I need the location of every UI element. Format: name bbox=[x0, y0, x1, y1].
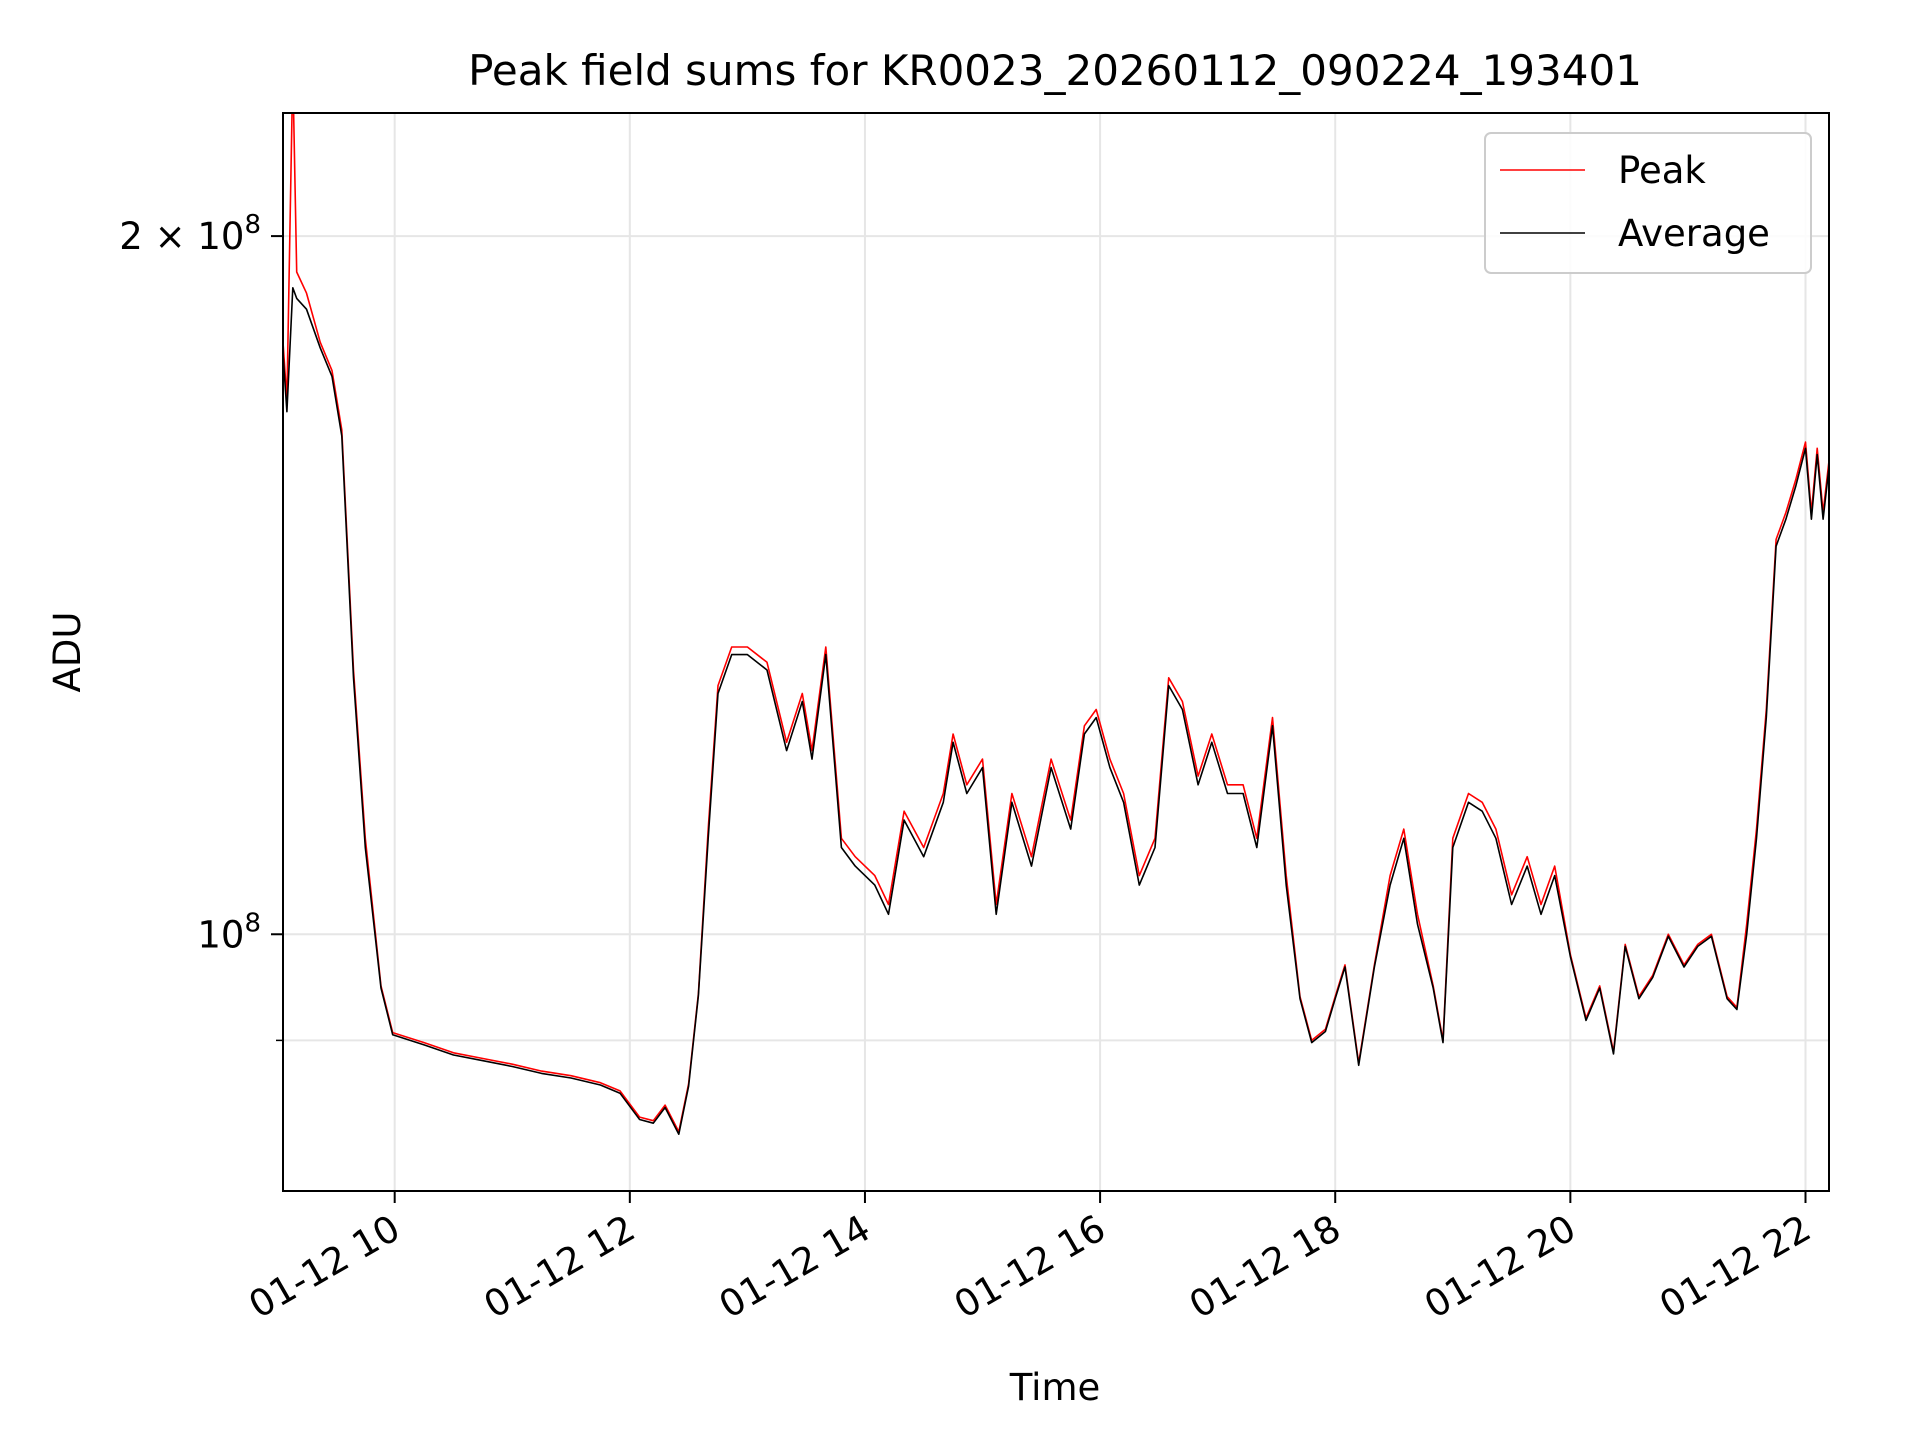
plot-area-frame bbox=[282, 112, 1830, 1192]
series-layer bbox=[283, 113, 1829, 1135]
chart-title: Peak field sums for KR0023_20260112_0902… bbox=[468, 46, 1642, 95]
series-line-average bbox=[283, 286, 1829, 1135]
y-axis-label: ADU bbox=[46, 612, 89, 693]
legend: Peak Average bbox=[1484, 132, 1812, 274]
legend-label-peak: Peak bbox=[1618, 149, 1706, 192]
grid bbox=[283, 113, 1829, 1191]
y-axis-ticks: 2 × 108 108 bbox=[119, 210, 283, 1042]
x-axis-label: Time bbox=[1009, 1366, 1101, 1409]
legend-label-average: Average bbox=[1618, 212, 1770, 255]
legend-box bbox=[1484, 132, 1812, 274]
y-tick-label: 108 bbox=[197, 908, 261, 956]
y-tick-label: 2 × 108 bbox=[119, 210, 261, 258]
